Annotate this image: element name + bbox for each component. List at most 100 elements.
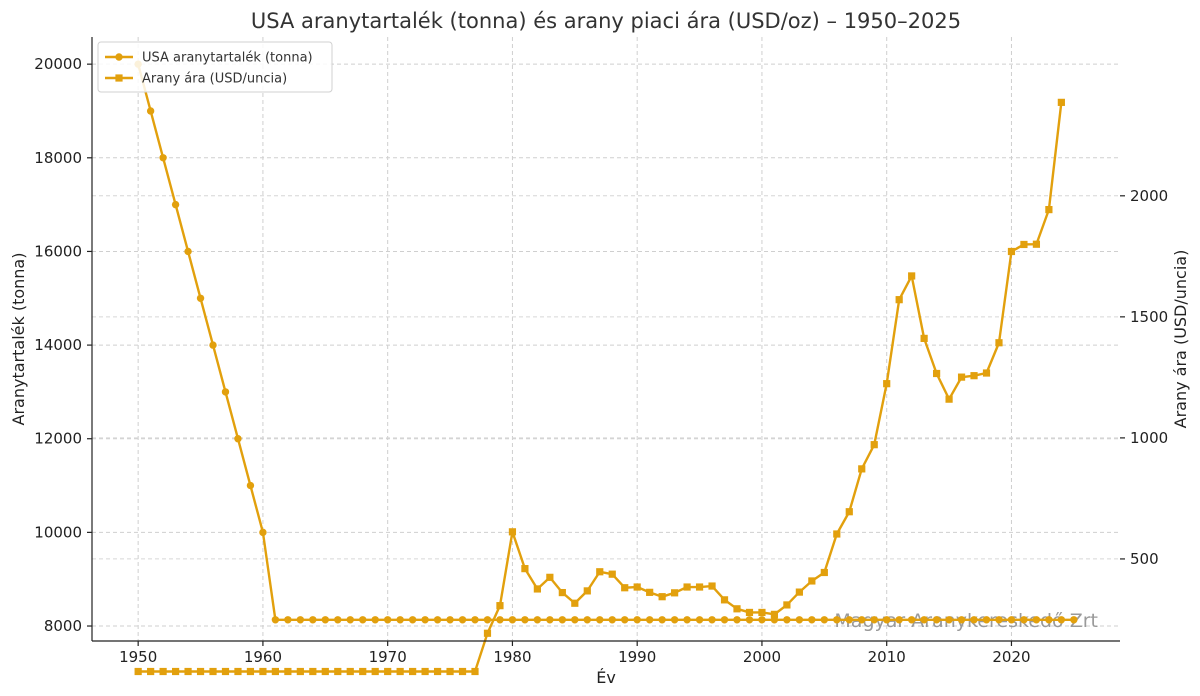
data-point (396, 667, 404, 676)
data-point (209, 667, 217, 676)
data-point (920, 334, 928, 342)
data-point (982, 369, 991, 377)
data-point (720, 596, 729, 604)
data-point (621, 616, 629, 624)
series-line (138, 102, 1063, 673)
data-point (646, 588, 654, 596)
legend: USA aranytartalék (tonna) Arany ára (USD/… (97, 41, 333, 93)
data-point (1007, 616, 1016, 624)
data-point (483, 616, 492, 624)
data-point (633, 616, 641, 624)
data-point (883, 380, 891, 388)
data-point (134, 667, 142, 676)
data-point (521, 616, 529, 624)
data-point (995, 616, 1003, 624)
y-tick-label: 20000 (34, 55, 82, 73)
chart-title: USA aranytartalék (tonna) és arany piaci… (251, 9, 961, 33)
x-tick-label: 1990 (618, 648, 656, 666)
data-point (533, 585, 541, 593)
data-point (396, 616, 404, 624)
data-point (596, 616, 604, 624)
data-point (920, 616, 928, 624)
data-point (671, 589, 679, 597)
data-point (246, 667, 255, 676)
data-point (383, 616, 392, 624)
data-point (147, 667, 155, 676)
data-point (309, 667, 317, 676)
x-tick-label: 2010 (868, 648, 906, 666)
data-point (945, 395, 953, 403)
data-point (1057, 616, 1066, 624)
legend-label: Arany ára (USD/uncia) (142, 72, 287, 87)
data-point (146, 107, 155, 115)
plot-area (134, 60, 1078, 676)
data-point (496, 602, 504, 610)
data-point (284, 616, 292, 624)
data-point (446, 667, 454, 676)
data-point (321, 667, 329, 676)
data-point (284, 667, 292, 676)
data-point (658, 616, 666, 624)
data-point (608, 570, 616, 578)
data-point (1007, 247, 1016, 256)
data-point (359, 616, 367, 624)
data-point (234, 435, 242, 443)
data-point (1045, 616, 1053, 624)
data-point (883, 616, 891, 624)
data-point (271, 616, 280, 624)
x-tick-label: 2020 (992, 648, 1030, 666)
series-2 (134, 98, 1065, 676)
data-point (758, 616, 766, 624)
x-tick-label: 1980 (493, 648, 531, 666)
data-point (733, 616, 741, 624)
data-point (221, 667, 230, 676)
y-axis-title: Aranytartalék (tonna) (9, 253, 28, 426)
data-point (196, 294, 205, 302)
y-tick-label: 10000 (34, 523, 82, 541)
data-point (795, 616, 804, 624)
data-point (558, 616, 567, 624)
legend-label: USA aranytartalék (tonna) (142, 51, 313, 66)
data-point (932, 616, 941, 624)
y2-tick-label: 1500 (1130, 308, 1168, 326)
data-point (171, 200, 180, 209)
x-axis-title: Év (596, 668, 616, 687)
data-point (820, 616, 829, 624)
data-point (446, 616, 454, 624)
data-point (995, 339, 1003, 347)
data-point (433, 616, 442, 624)
data-point (908, 272, 916, 280)
data-point (733, 605, 741, 613)
data-point (259, 528, 267, 537)
data-point (321, 616, 329, 624)
data-point (334, 616, 342, 624)
data-point (1070, 616, 1078, 624)
data-point (546, 616, 554, 624)
data-point (421, 667, 429, 676)
data-point (408, 616, 417, 624)
data-point (970, 372, 978, 380)
data-point (508, 616, 517, 624)
data-point (808, 616, 816, 624)
y2-axis-title: Arany ára (USD/uncia) (1171, 250, 1190, 429)
data-point (571, 599, 579, 607)
data-point (583, 587, 591, 595)
data-point (346, 616, 354, 624)
data-point (833, 530, 841, 538)
data-point (1020, 616, 1028, 624)
x-tick-label: 1960 (244, 648, 282, 666)
data-point (770, 610, 779, 618)
data-point (259, 667, 267, 676)
data-point (234, 667, 242, 676)
legend-marker (115, 74, 123, 82)
data-point (496, 616, 504, 624)
axes: 1950 1960 1970 1980 1990 2000 2010 2020 8000 1000… (34, 37, 1168, 666)
data-point (159, 154, 167, 162)
data-point (296, 667, 304, 676)
x-tick-label: 1970 (369, 648, 407, 666)
y2-tick-label: 1000 (1130, 429, 1168, 447)
data-point (471, 667, 479, 676)
data-point (933, 369, 941, 378)
data-point (184, 667, 192, 676)
y2-tick-label: 2000 (1130, 187, 1168, 205)
